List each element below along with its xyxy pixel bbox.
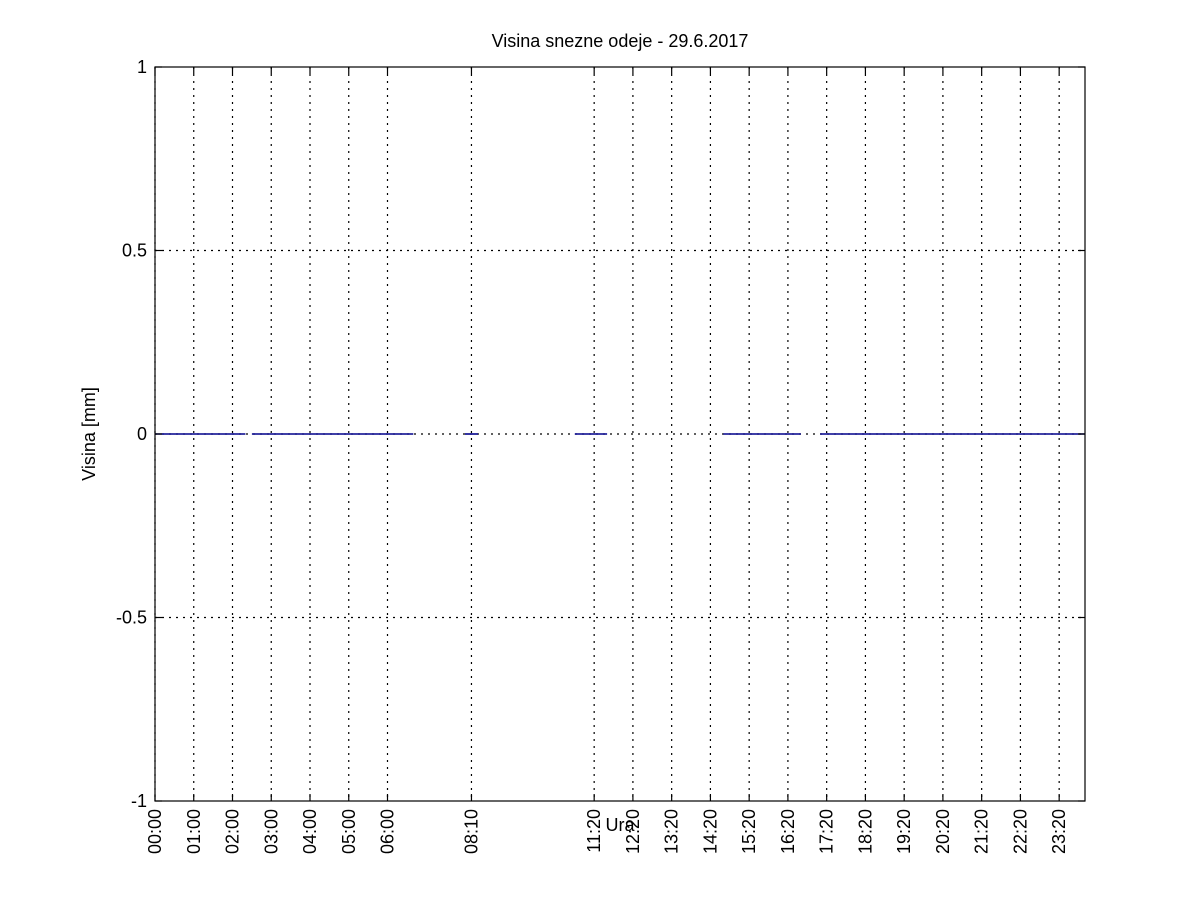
x-tick-label: 06:00 (378, 809, 398, 854)
y-tick-label: -1 (131, 791, 147, 811)
x-tick-label: 16:20 (778, 809, 798, 854)
x-tick-label: 23:20 (1049, 809, 1069, 854)
x-axis-label: Ura (605, 815, 635, 835)
x-tick-label: 05:00 (339, 809, 359, 854)
x-tick-label: 14:20 (700, 809, 720, 854)
x-tick-label: 15:20 (739, 809, 759, 854)
x-tick-label: 21:20 (972, 809, 992, 854)
x-tick-label: 12:20 (623, 809, 643, 854)
x-tick-label: 03:00 (261, 809, 281, 854)
x-tick-label: 18:20 (855, 809, 875, 854)
x-tick-label: 04:00 (300, 809, 320, 854)
y-tick-label: 0.5 (122, 241, 147, 261)
y-axis-label: Visina [mm] (79, 387, 99, 481)
x-tick-label: 13:20 (662, 809, 682, 854)
x-tick-label: 08:10 (461, 809, 481, 854)
x-tick-label: 19:20 (894, 809, 914, 854)
x-tick-label: 17:20 (817, 809, 837, 854)
x-tick-label: 11:20 (584, 809, 604, 853)
x-tick-label: 02:00 (223, 809, 243, 854)
y-tick-label: 1 (137, 57, 147, 77)
y-tick-label: 0 (137, 424, 147, 444)
x-tick-label: 00:00 (145, 809, 165, 854)
x-tick-label: 01:00 (184, 809, 204, 854)
x-tick-label: 22:20 (1010, 809, 1030, 854)
chart-title: Visina snezne odeje - 29.6.2017 (492, 31, 749, 51)
y-tick-label: -0.5 (116, 608, 147, 628)
y-axis: 1 0.5 0 -0.5 -1 (116, 57, 1085, 811)
x-tick-label: 20:20 (933, 809, 953, 854)
x-axis: 00:00 01:00 02:00 03:00 04:00 05:00 06:00 08:10… (145, 67, 1069, 854)
